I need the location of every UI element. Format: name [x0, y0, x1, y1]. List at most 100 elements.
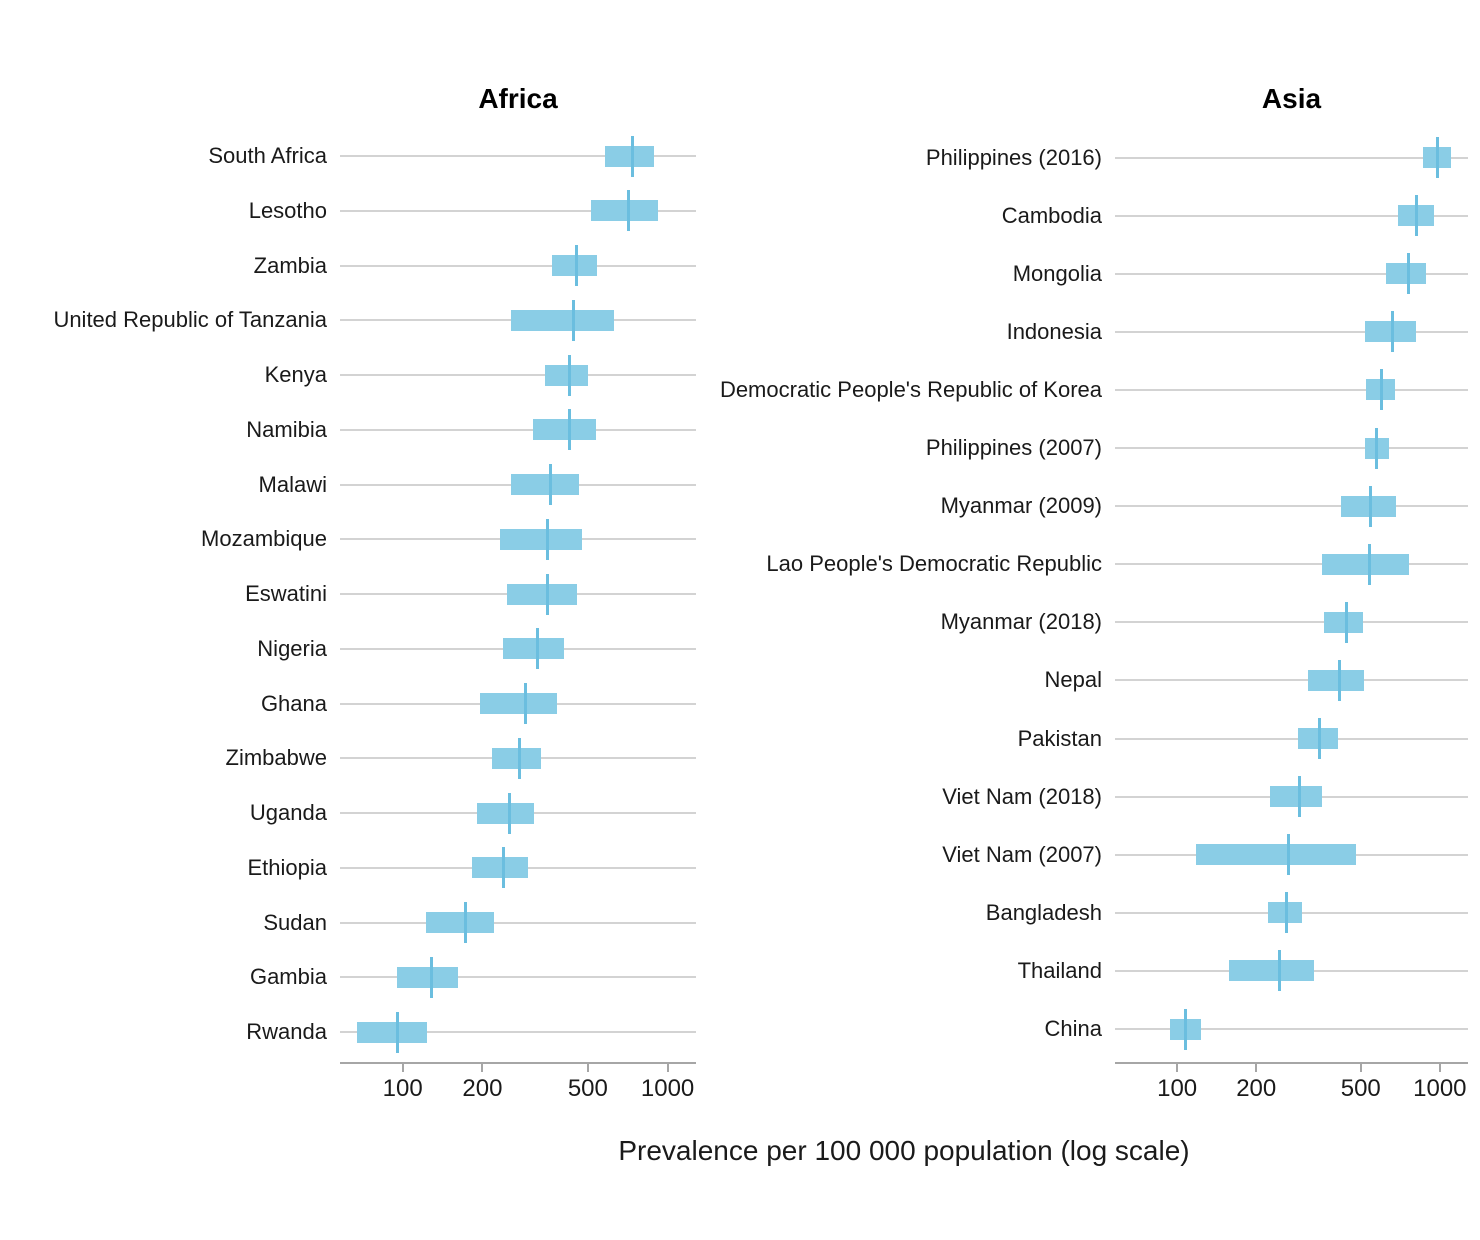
point-estimate-line — [567, 409, 571, 451]
interval-box — [356, 1021, 428, 1043]
interval-box — [492, 747, 542, 769]
interval-box — [426, 912, 494, 933]
row-label: Mozambique — [201, 526, 327, 552]
point-estimate-line — [1375, 427, 1379, 469]
interval-box — [604, 145, 654, 167]
row-gridline — [340, 374, 696, 376]
interval-box — [1321, 553, 1410, 575]
row-gridline — [1115, 1028, 1468, 1030]
row-label: Uganda — [249, 800, 327, 825]
interval-box — [500, 528, 582, 550]
point-estimate-line — [1277, 950, 1281, 992]
row-label: Zambia — [253, 252, 327, 278]
row-gridline — [340, 209, 696, 212]
point-estimate-line — [1368, 543, 1372, 585]
row-gridline — [340, 155, 696, 157]
interval-box — [1385, 263, 1426, 285]
row-label: Gambia — [249, 964, 327, 990]
point-estimate-line — [517, 737, 521, 779]
point-estimate-line — [524, 683, 528, 724]
row-gridline — [1115, 621, 1468, 624]
row-label: Myanmar (2018) — [940, 609, 1102, 635]
row-label: Zimbabwe — [225, 745, 327, 771]
row-label: South Africa — [208, 143, 327, 168]
x-axis-tick-label: 200 — [462, 1075, 503, 1102]
x-axis-tick-label: 500 — [1340, 1075, 1381, 1102]
x-axis-tick-label: 100 — [382, 1075, 423, 1102]
interval-box — [545, 364, 588, 386]
point-estimate-line — [464, 902, 468, 943]
row-label: Rwanda — [246, 1019, 327, 1044]
row-gridline — [1115, 272, 1468, 275]
row-gridline — [1115, 388, 1468, 391]
x-axis-tick — [1176, 1064, 1179, 1072]
point-estimate-line — [549, 464, 553, 505]
interval-box — [480, 693, 558, 714]
row-gridline — [1115, 679, 1468, 682]
row-label: United Republic of Tanzania — [53, 307, 327, 333]
point-estimate-line — [627, 190, 631, 232]
interval-box — [503, 638, 564, 660]
interval-box — [1196, 844, 1356, 866]
point-estimate-line — [572, 299, 576, 341]
interval-box — [511, 309, 614, 331]
row-gridline — [1115, 563, 1468, 566]
x-axis-caption: Prevalence per 100 000 population (log s… — [618, 1135, 1190, 1166]
interval-box — [511, 474, 580, 495]
point-estimate-line — [546, 518, 550, 560]
point-estimate-line — [430, 956, 434, 998]
row-label: Democratic People's Republic of Korea — [719, 376, 1102, 402]
row-gridline — [340, 428, 696, 431]
row-label: Cambodia — [1001, 202, 1102, 228]
row-label: Myanmar (2009) — [940, 493, 1102, 519]
interval-box — [1308, 669, 1365, 691]
row-gridline — [1115, 214, 1468, 217]
interval-box — [551, 255, 597, 276]
row-label: Malawi — [258, 471, 327, 497]
row-label: Sudan — [263, 909, 327, 935]
point-estimate-line — [507, 792, 511, 834]
row-label: Viet Nam (2018) — [942, 783, 1102, 809]
x-axis-tick-label: 1000 — [640, 1075, 695, 1102]
row-label: Thailand — [1017, 957, 1102, 983]
row-label: China — [1044, 1016, 1102, 1041]
x-axis-line — [340, 1062, 696, 1064]
row-gridline — [1115, 447, 1468, 449]
x-axis-tick — [1255, 1064, 1258, 1072]
interval-box — [1228, 960, 1315, 982]
x-axis-tick-label: 500 — [567, 1075, 608, 1102]
row-gridline — [1115, 737, 1468, 740]
row-label: Nepal — [1044, 667, 1102, 693]
row-label: Ghana — [260, 690, 327, 716]
interval-box — [532, 419, 597, 441]
interval-box — [1270, 786, 1322, 808]
interval-box — [1365, 321, 1417, 343]
point-estimate-line — [575, 245, 579, 286]
row-gridline — [340, 921, 696, 924]
point-estimate-line — [1338, 659, 1342, 701]
row-label: Bangladesh — [985, 899, 1102, 925]
row-gridline — [1115, 156, 1468, 159]
interval-box — [1340, 495, 1396, 517]
point-estimate-line — [1436, 137, 1440, 178]
row-label: Lesotho — [248, 197, 327, 223]
row-gridline — [340, 264, 696, 267]
point-estimate-line — [1284, 892, 1288, 934]
row-label: Ethiopia — [247, 854, 327, 880]
row-label: Namibia — [246, 416, 327, 442]
row-label: Pakistan — [1017, 725, 1102, 751]
point-estimate-line — [536, 628, 540, 670]
point-estimate-line — [1380, 369, 1384, 411]
point-estimate-line — [630, 135, 634, 177]
point-estimate-line — [1287, 834, 1291, 876]
point-estimate-line — [1297, 776, 1301, 818]
interval-box — [507, 583, 578, 605]
row-label: Philippines (2016) — [925, 144, 1102, 170]
point-estimate-line — [1415, 195, 1419, 237]
point-estimate-line — [1184, 1008, 1188, 1050]
interval-box — [1323, 611, 1364, 633]
panel-title: Africa — [478, 83, 558, 114]
point-estimate-line — [568, 354, 572, 396]
row-gridline — [1115, 330, 1468, 333]
